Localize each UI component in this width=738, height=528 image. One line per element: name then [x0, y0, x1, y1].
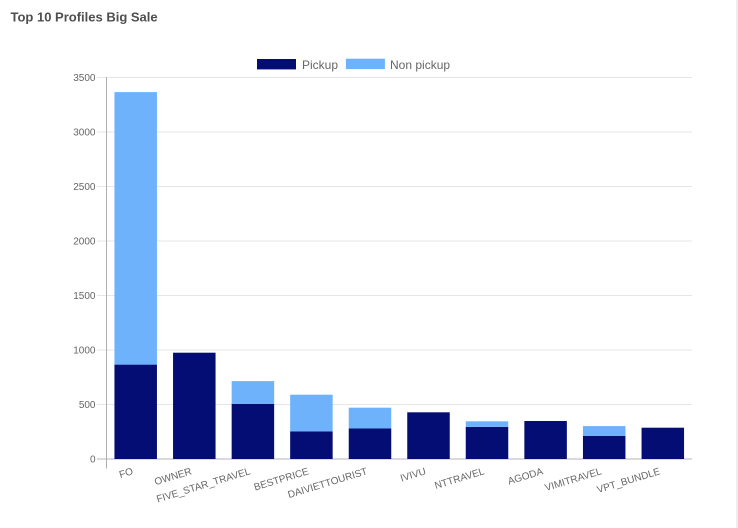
svg-text:FO: FO [118, 466, 135, 481]
svg-text:3000: 3000 [73, 128, 96, 139]
svg-text:Non pickup: Non pickup [390, 58, 450, 72]
svg-text:2500: 2500 [73, 182, 96, 193]
svg-text:0: 0 [90, 455, 96, 466]
svg-text:2000: 2000 [73, 237, 96, 248]
svg-text:Pickup: Pickup [302, 58, 338, 72]
svg-text:AGODA: AGODA [507, 466, 545, 487]
svg-text:1000: 1000 [73, 346, 96, 357]
svg-text:Top 10 Profiles Big Sale: Top 10 Profiles Big Sale [11, 10, 158, 25]
svg-text:VPT_BUNDLE: VPT_BUNDLE [596, 466, 662, 496]
svg-text:VIMITRAVEL: VIMITRAVEL [544, 466, 604, 494]
svg-text:3500: 3500 [73, 73, 96, 84]
svg-text:NTTRAVEL: NTTRAVEL [433, 466, 486, 492]
svg-text:IVIVU: IVIVU [399, 466, 427, 484]
svg-text:500: 500 [79, 400, 96, 411]
svg-text:1500: 1500 [73, 291, 96, 302]
